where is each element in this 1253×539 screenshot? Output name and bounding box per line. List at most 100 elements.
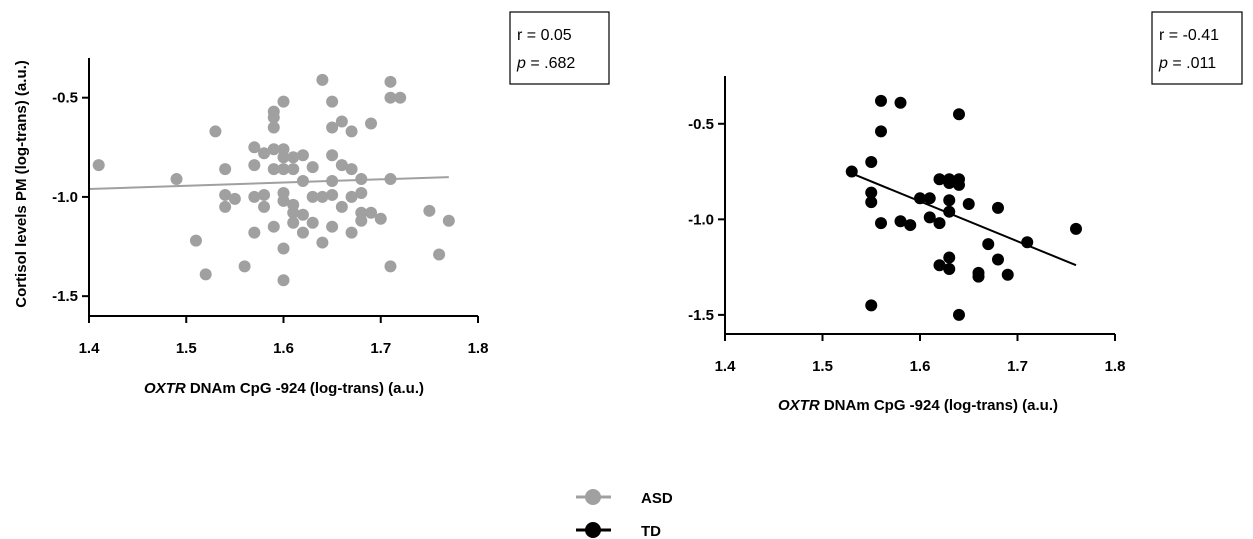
right-x-ticks: 1.4 1.5 1.6 1.7 1.8 [715, 334, 1125, 375]
right-x-axis-title-italic: OXTR [778, 397, 820, 414]
left-stats-r: r = 0.05 [517, 27, 572, 44]
legend-td-marker [585, 522, 601, 538]
left-data-point [287, 163, 300, 176]
left-x-tick-label: 1.6 [273, 340, 294, 357]
left-data-point [296, 175, 309, 188]
right-y-tick-label: -1.0 [688, 211, 714, 228]
right-y-tick-label: -0.5 [688, 116, 714, 133]
left-data-point [433, 248, 446, 261]
right-y-ticks: -0.5 -1.0 -1.5 [688, 116, 725, 324]
left-x-axis-title-italic: OXTR [144, 380, 186, 397]
left-data-point [267, 143, 280, 156]
right-data-point [953, 308, 965, 321]
right-data-point [992, 253, 1004, 266]
left-data-point [277, 151, 290, 164]
right-data-point [894, 96, 907, 109]
left-x-axis-title-rest: DNAm CpG -924 (log-trans) (a.u.) [186, 380, 424, 397]
left-data-point [384, 91, 397, 104]
left-data-point [277, 163, 290, 176]
legend: ASD TD [576, 489, 673, 539]
left-data-point [394, 91, 407, 104]
left-data-point [267, 220, 280, 233]
left-y-tick-label: -0.5 [52, 90, 78, 107]
right-data-point [914, 192, 926, 205]
left-data-point [287, 206, 300, 219]
right-points [845, 94, 1082, 321]
legend-item-asd: ASD [576, 489, 673, 507]
left-data-point [345, 190, 358, 203]
left-data-point [326, 149, 339, 162]
right-data-point [923, 211, 936, 224]
left-data-point [277, 274, 290, 287]
left-data-point [442, 214, 455, 227]
left-data-point [219, 163, 232, 176]
left-data-point [335, 159, 348, 172]
right-data-point [953, 178, 965, 191]
right-x-axis-title: OXTR DNAm CpG -924 (log-trans) (a.u.) [778, 397, 1058, 414]
left-chart: -0.5 -1.0 -1.5 1.4 1.5 1.6 1.7 1.8 Cortisol le… [13, 11, 610, 397]
left-data-point [238, 260, 251, 273]
left-x-ticks: 1.4 1.5 1.6 1.7 1.8 [79, 316, 488, 357]
left-data-point [384, 173, 397, 186]
right-data-point [1021, 236, 1034, 249]
right-x-tick-label: 1.5 [812, 358, 833, 375]
left-y-tick-label: -1.5 [52, 288, 78, 305]
left-data-point [277, 242, 290, 255]
right-stats-p: p = .011 [1158, 55, 1216, 72]
left-data-point [170, 173, 183, 186]
right-data-point [982, 238, 995, 251]
left-data-point [326, 220, 339, 233]
right-y-tick-label: -1.5 [688, 307, 714, 324]
left-data-point [365, 206, 378, 219]
left-points [92, 73, 455, 287]
left-x-tick-label: 1.4 [79, 340, 101, 357]
left-y-axis-title: Cortisol levels PM (log-trans) (a.u.) [13, 60, 30, 308]
legend-asd-marker [585, 489, 601, 505]
right-data-point [1070, 222, 1082, 235]
right-data-point [865, 186, 878, 199]
left-y-ticks: -0.5 -1.0 -1.5 [52, 90, 89, 305]
legend-item-td: TD [576, 522, 661, 539]
left-data-point [316, 73, 329, 86]
left-data-point [326, 121, 339, 134]
left-data-point [355, 173, 368, 186]
right-data-point [933, 217, 946, 230]
right-fit-line [851, 172, 1077, 267]
left-data-point [423, 204, 436, 217]
left-data-point [248, 226, 261, 239]
left-data-point [316, 190, 329, 203]
legend-td-label: TD [641, 523, 661, 539]
left-data-point [248, 190, 261, 203]
left-data-point [306, 190, 319, 203]
left-data-point [345, 125, 358, 138]
right-x-tick-label: 1.7 [1007, 358, 1028, 375]
left-data-point [258, 200, 271, 213]
left-x-tick-label: 1.7 [370, 340, 391, 357]
right-data-point [943, 251, 956, 264]
right-stats-r: r = -0.41 [1159, 27, 1219, 44]
right-data-point [943, 205, 956, 218]
legend-asd-label: ASD [641, 490, 673, 507]
right-data-point [865, 196, 878, 209]
left-x-axis-title: OXTR DNAm CpG -924 (log-trans) (a.u.) [144, 380, 424, 397]
left-data-point [287, 151, 300, 164]
right-data-point [943, 177, 956, 190]
right-data-point [845, 165, 858, 178]
left-data-point [326, 188, 339, 201]
right-data-point [894, 215, 907, 228]
right-data-point [923, 192, 936, 205]
left-data-point [92, 159, 105, 172]
left-data-point [326, 175, 339, 188]
left-stats-p-value: = .682 [526, 55, 575, 72]
left-data-point [326, 95, 339, 108]
left-stats-box-frame [509, 11, 610, 85]
left-data-point [316, 236, 329, 249]
left-data-point [384, 75, 397, 88]
left-data-point [267, 163, 280, 176]
right-chart: -0.5 -1.0 -1.5 1.4 1.5 1.6 1.7 1.8 OXTR DNAm C… [688, 11, 1243, 414]
right-x-tick-label: 1.4 [715, 358, 737, 375]
left-data-point [365, 117, 378, 130]
left-data-point [296, 208, 309, 221]
left-data-point [189, 234, 202, 247]
